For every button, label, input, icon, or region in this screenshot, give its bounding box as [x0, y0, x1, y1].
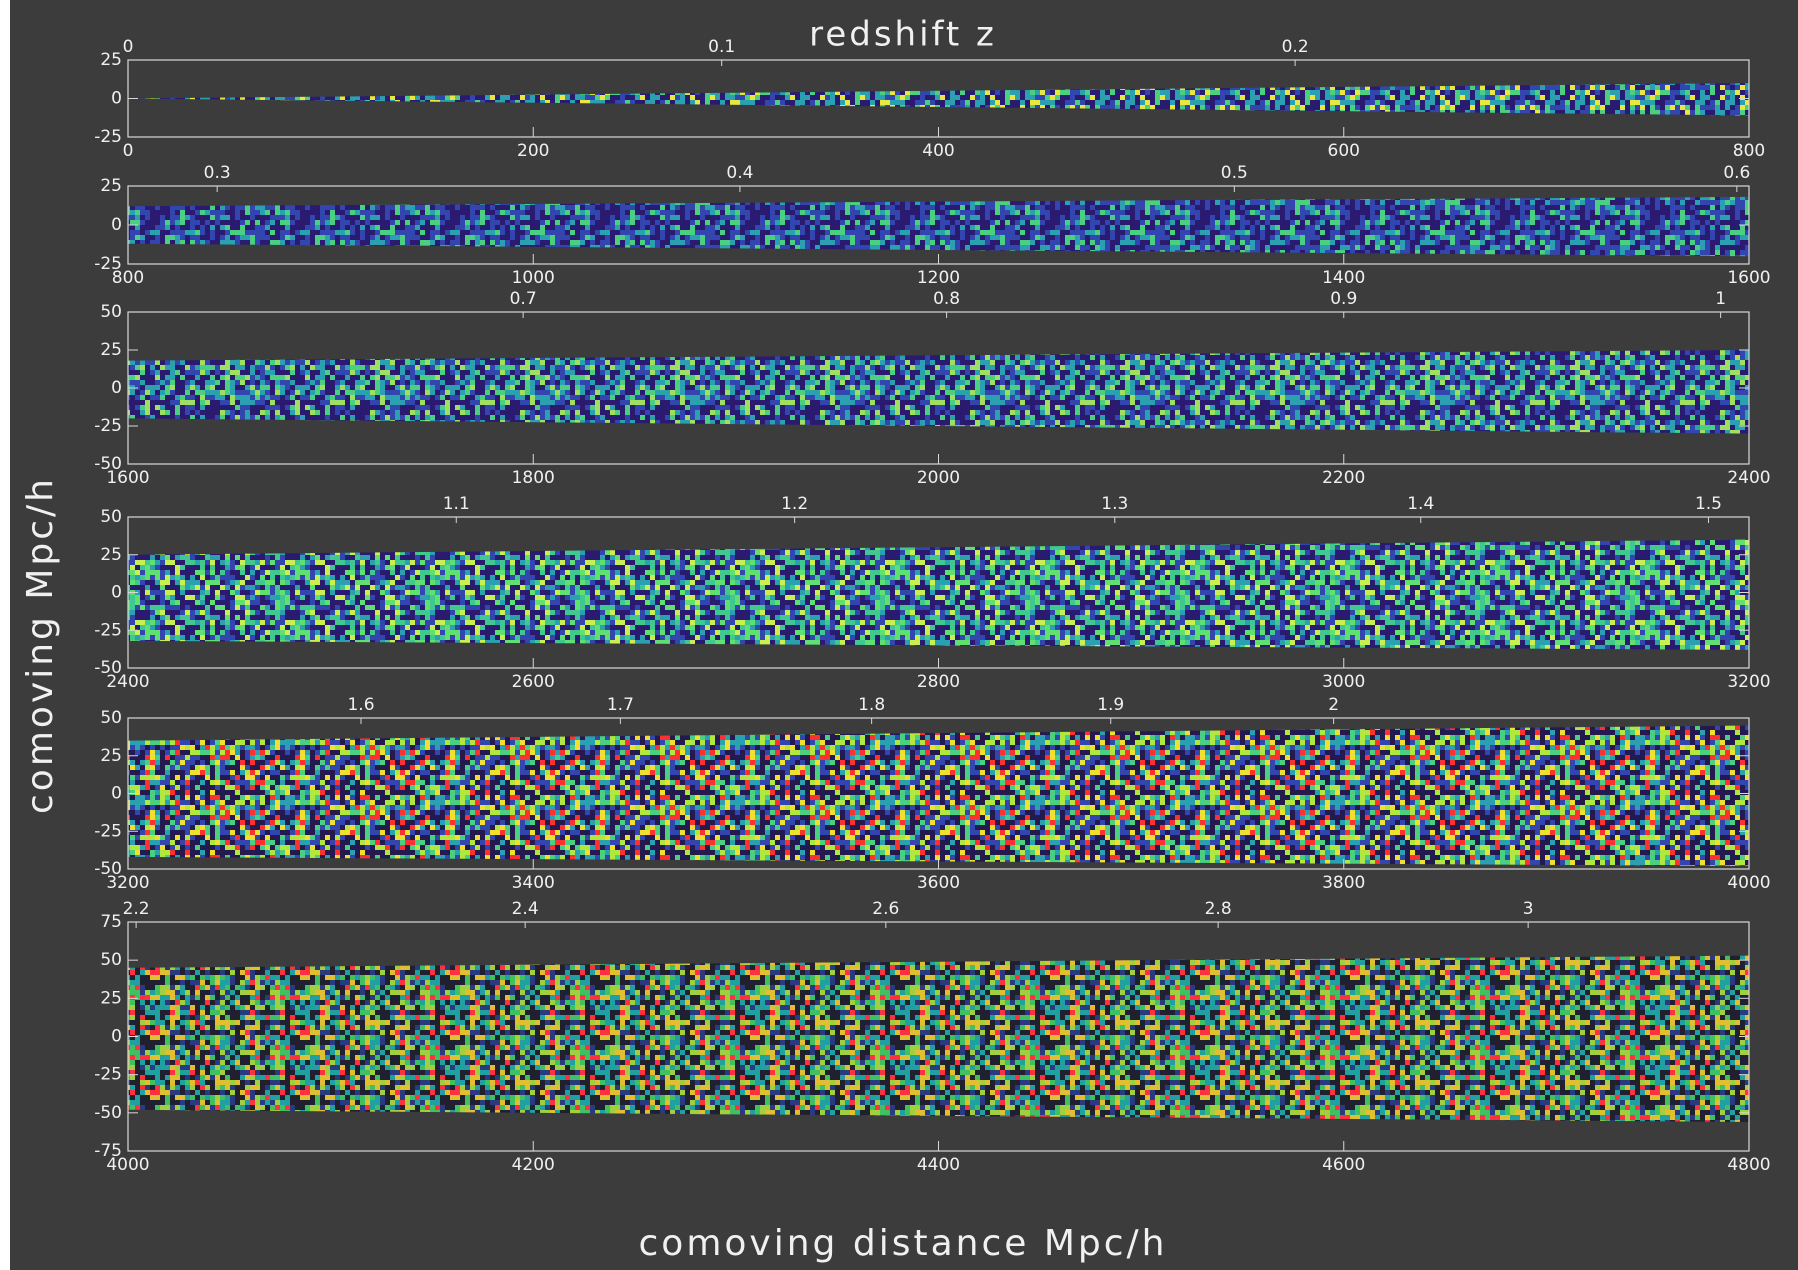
y-tick-label: -25 [94, 416, 122, 436]
y-tick-label: 0 [111, 583, 122, 603]
x-tick-label: 1000 [512, 268, 555, 288]
x-tick-label: 4400 [917, 1155, 960, 1175]
x2-tick-label: 2.8 [1205, 899, 1232, 919]
x2-tick-label: 1.4 [1407, 494, 1434, 514]
x-tick-label: 0 [123, 141, 134, 161]
y-tick-label: 25 [100, 545, 122, 565]
x-tick-label: 1600 [1727, 268, 1770, 288]
x-tick-label: 3000 [1322, 672, 1365, 692]
x2-tick-label: 0.3 [204, 163, 231, 183]
x-tick-label: 4000 [1727, 873, 1770, 893]
x-tick-label: 400 [922, 141, 954, 161]
x-tick-label: 3600 [917, 873, 960, 893]
x-tick-label: 3200 [1727, 672, 1770, 692]
x2-tick-label: 1 [1715, 289, 1726, 309]
x2-tick-label: 1.5 [1695, 494, 1722, 514]
y-tick-label: 50 [100, 507, 122, 527]
lightcone-slice [128, 540, 1749, 650]
x2-tick-label: 0.4 [726, 163, 753, 183]
x-tick-label: 600 [1328, 141, 1360, 161]
x-tick-label: 2800 [917, 672, 960, 692]
lightcone-slice [128, 956, 1749, 1122]
x-tick-label: 3400 [512, 873, 555, 893]
x2-tick-label: 1.1 [443, 494, 470, 514]
y-tick-label: 0 [111, 215, 122, 235]
x2-tick-label: 3 [1523, 899, 1534, 919]
x2-tick-label: 0.9 [1330, 289, 1357, 309]
x-tick-label: 4800 [1727, 1155, 1770, 1175]
x-axis-title: comoving distance Mpc/h [639, 1223, 1168, 1264]
x2-tick-label: 0.1 [708, 37, 735, 57]
y-tick-label: 25 [100, 340, 122, 360]
x2-tick-label: 0.8 [933, 289, 960, 309]
x2-tick-label: 1.8 [858, 695, 885, 715]
x2-tick-label: 1.3 [1101, 494, 1128, 514]
y-tick-label: 0 [111, 89, 122, 109]
x-tick-label: 1200 [917, 268, 960, 288]
x2-tick-label: 0.5 [1221, 163, 1248, 183]
x2-tick-label: 1.7 [607, 695, 634, 715]
y-axis-title: comoving Mpc/h [20, 476, 61, 814]
figure-title: redshift z [809, 15, 997, 55]
x2-tick-label: 1.9 [1097, 695, 1124, 715]
figure: redshift z comoving distance Mpc/h comov… [0, 0, 1798, 1270]
x2-tick-label: 0.7 [510, 289, 537, 309]
y-tick-label: -25 [94, 127, 122, 147]
y-tick-label: 0 [111, 378, 122, 398]
x2-tick-label: 1.6 [347, 695, 374, 715]
x2-tick-label: 2.6 [872, 899, 899, 919]
x2-tick-label: 2.2 [123, 899, 150, 919]
x-tick-label: 1600 [106, 468, 149, 488]
y-tick-label: 25 [100, 746, 122, 766]
y-tick-label: 25 [100, 176, 122, 196]
x-tick-label: 4000 [106, 1155, 149, 1175]
x-tick-label: 2000 [917, 468, 960, 488]
x2-tick-label: 0.2 [1282, 37, 1309, 57]
y-tick-label: 75 [100, 912, 122, 932]
x-tick-label: 2200 [1322, 468, 1365, 488]
x-tick-label: 2600 [512, 672, 555, 692]
y-tick-label: -25 [94, 620, 122, 640]
y-tick-label: 50 [100, 302, 122, 322]
x-tick-label: 4200 [512, 1155, 555, 1175]
x2-tick-label: 0.6 [1723, 163, 1750, 183]
x-tick-label: 800 [1733, 141, 1765, 161]
x-tick-label: 2400 [1727, 468, 1770, 488]
x2-tick-label: 2 [1328, 695, 1339, 715]
x-tick-label: 4600 [1322, 1155, 1365, 1175]
x2-tick-label: 0 [123, 37, 134, 57]
y-tick-label: 50 [100, 708, 122, 728]
x-tick-label: 3800 [1322, 873, 1365, 893]
x-tick-label: 3200 [106, 873, 149, 893]
y-tick-label: 50 [100, 950, 122, 970]
left-border [0, 0, 10, 1270]
x-tick-label: 1800 [512, 468, 555, 488]
x-tick-label: 1400 [1322, 268, 1365, 288]
y-tick-label: 25 [100, 988, 122, 1008]
y-tick-label: -25 [94, 821, 122, 841]
y-tick-label: 0 [111, 784, 122, 804]
y-tick-label: 0 [111, 1027, 122, 1047]
lightcone-slice [128, 726, 1749, 866]
y-tick-label: -50 [94, 1103, 122, 1123]
x2-tick-label: 2.4 [512, 899, 539, 919]
x-tick-label: 2400 [106, 672, 149, 692]
y-tick-label: -25 [94, 1065, 122, 1085]
x-tick-label: 200 [517, 141, 549, 161]
x-tick-label: 800 [112, 268, 144, 288]
x2-tick-label: 1.2 [781, 494, 808, 514]
y-tick-label: 25 [100, 50, 122, 70]
